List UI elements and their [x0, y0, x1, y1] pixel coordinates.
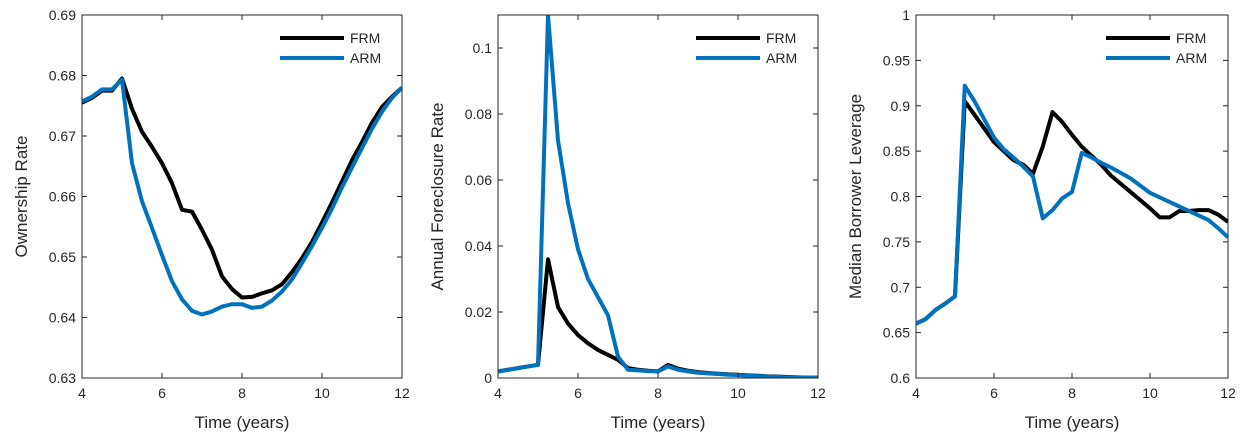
series-line-frm	[82, 76, 402, 300]
x-tick-label: 8	[238, 385, 246, 401]
series-line-frm	[916, 99, 1228, 326]
x-axis-label: Time (years)	[611, 413, 706, 432]
series-group	[916, 83, 1228, 326]
y-tick-label: 0.69	[49, 7, 76, 23]
chart-panel-2: 4 6 8 10 12 0 0.02 0.04 0.06 0.08 0.1 Time (years) A…	[428, 14, 826, 432]
x-tick-label: 4	[494, 385, 502, 401]
y-tick-label: 0.65	[883, 325, 910, 341]
legend: FRM ARM	[696, 30, 797, 66]
y-axis-label: Annual Foreclosure Rate	[428, 102, 447, 290]
x-tick-label: 6	[158, 385, 166, 401]
series-group	[498, 15, 818, 378]
y-tick-label: 0.04	[465, 238, 492, 254]
x-axis-label: Time (years)	[1025, 413, 1120, 432]
plot-frame	[915, 14, 1229, 379]
y-tick-label: 0.1	[473, 40, 493, 56]
y-tick-label: 0.85	[883, 143, 910, 159]
y-tick-label: 0.68	[49, 68, 76, 84]
legend-label-frm: FRM	[766, 30, 796, 46]
x-tick-label: 12	[394, 385, 410, 401]
x-tick-label: 6	[574, 385, 582, 401]
legend-label-frm: FRM	[350, 30, 380, 46]
x-tick-label: 10	[730, 385, 746, 401]
y-tick-label: 0.8	[891, 189, 911, 205]
legend-label-arm: ARM	[766, 50, 797, 66]
series-line-arm	[916, 83, 1228, 326]
series-line-frm	[498, 257, 818, 378]
y-axis-label: Median Borrower Leverage	[846, 94, 865, 299]
x-tick-label: 4	[912, 385, 920, 401]
y-tick-label: 0.65	[49, 249, 76, 265]
legend-label-frm: FRM	[1176, 30, 1206, 46]
y-tick-label: 0	[484, 370, 492, 386]
y-tick-label: 0.08	[465, 106, 492, 122]
legend-label-arm: ARM	[1176, 50, 1207, 66]
y-tick-label: 0.7	[891, 279, 911, 295]
series-line-arm	[498, 15, 818, 378]
x-tick-label: 12	[810, 385, 826, 401]
y-tick-label: 0.63	[49, 370, 76, 386]
y-tick-label: 0.9	[891, 98, 911, 114]
y-tick-label: 0.75	[883, 234, 910, 250]
y-tick-label: 0.06	[465, 172, 492, 188]
x-tick-label: 8	[1068, 385, 1076, 401]
legend-label-arm: ARM	[350, 50, 381, 66]
legend: FRM ARM	[1106, 30, 1207, 66]
chart-panel-3: 4 6 8 10 12 0.6 0.65 0.7 0.75 0.8 0.85 0.9 0.95 1 Time…	[846, 7, 1236, 432]
x-tick-label: 6	[990, 385, 998, 401]
y-tick-label: 0.64	[49, 310, 76, 326]
chart-panel-1: 4 6 8 10 12 0.63 0.64 0.65 0.66 0.67 0.68 0.69 Time …	[12, 7, 410, 432]
y-tick-label: 0.6	[891, 370, 911, 386]
x-tick-label: 10	[314, 385, 330, 401]
x-tick-label: 10	[1142, 385, 1158, 401]
y-tick-label: 0.95	[883, 52, 910, 68]
y-tick-label: 0.66	[49, 189, 76, 205]
y-axis-label: Ownership Rate	[12, 136, 31, 258]
y-tick-label: 0.67	[49, 128, 76, 144]
x-axis-label: Time (years)	[195, 413, 290, 432]
legend: FRM ARM	[280, 30, 381, 66]
y-tick-label: 0.02	[465, 304, 492, 320]
series-group	[82, 76, 402, 317]
y-tick-label: 1	[902, 7, 910, 23]
plot-frame	[81, 14, 403, 379]
x-tick-label: 8	[654, 385, 662, 401]
x-tick-label: 12	[1220, 385, 1236, 401]
series-line-arm	[82, 77, 402, 317]
x-tick-label: 4	[78, 385, 86, 401]
